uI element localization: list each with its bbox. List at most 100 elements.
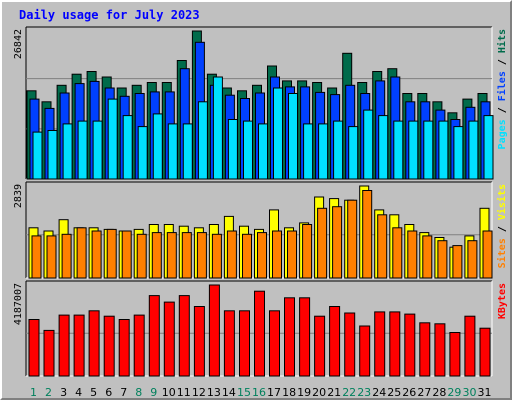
visits-panel-sites-bar-31 [482, 230, 493, 279]
hits-panel-pages-bar-14 [227, 119, 238, 180]
x-tick-label-30: 30 [463, 386, 477, 399]
kbytes-panel-kbytes-bar-29 [449, 332, 461, 377]
x-tick-label-18: 18 [282, 386, 296, 399]
x-tick-label-5: 5 [90, 386, 97, 399]
visits-panel-legend-item: / [497, 226, 508, 238]
x-tick-label-7: 7 [120, 386, 127, 399]
kbytes-panel-kbytes-bar-24 [374, 311, 386, 377]
visits-panel-sites-bar-30 [467, 240, 478, 279]
visits-panel-sites-bar-3 [61, 233, 72, 279]
x-tick-label-4: 4 [75, 386, 82, 399]
hits-panel-legend-item: Hits [496, 29, 508, 59]
visits-panel-sites-bar-7 [121, 230, 132, 279]
kbytes-panel-kbytes-bar-11 [178, 295, 190, 377]
hits-panel-pages-bar-6 [107, 98, 118, 180]
hits-panel-max-label: 26842 [13, 29, 24, 59]
kbytes-panel-kbytes-bar-17 [269, 310, 280, 377]
hits-panel-pages-bar-30 [468, 120, 479, 180]
hits-panel-pages-bar-3 [62, 123, 73, 180]
visits-panel-sites-bar-11 [181, 232, 192, 279]
kbytes-panel-kbytes-bar-5 [88, 310, 100, 377]
kbytes-panel-kbytes-bar-31 [479, 327, 491, 377]
x-tick-label-9: 9 [150, 386, 157, 399]
hits-panel-pages-bar-24 [378, 115, 389, 180]
hits-panel-legend-item: Pages [497, 119, 508, 149]
x-tick-label-6: 6 [105, 386, 112, 399]
hits-panel-pages-bar-5 [92, 120, 103, 180]
visits-panel-sites-bar-2 [46, 235, 57, 279]
visits-panel-sites-bar-24 [377, 214, 388, 279]
kbytes-panel-kbytes-bar-26 [404, 313, 416, 377]
x-tick-label-19: 19 [297, 386, 311, 399]
hits-panel-pages-bar-27 [423, 120, 434, 180]
x-tick-label-14: 14 [222, 386, 236, 399]
visits-panel-legend-item: Sites [496, 238, 508, 268]
x-tick-label-27: 27 [417, 386, 431, 399]
visits-panel-sites-bar-29 [452, 245, 463, 279]
hits-panel-legend-item: Files [496, 71, 508, 107]
visits-panel-sites-bar-18 [287, 230, 297, 279]
kbytes-panel-kbytes-bar-28 [434, 323, 446, 377]
x-tick-label-16: 16 [252, 386, 266, 399]
hits-panel-pages-bar-18 [288, 93, 298, 180]
kbytes-panel-kbytes-bar-2 [43, 329, 55, 377]
hits-panel-pages-bar-23 [363, 109, 374, 180]
kbytes-panel-kbytes-bar-3 [58, 314, 70, 377]
x-tick-label-21: 21 [327, 386, 341, 399]
kbytes-panel-kbytes-bar-6 [103, 315, 115, 377]
x-tick-label-17: 17 [267, 386, 281, 399]
kbytes-panel-kbytes-bar-30 [464, 315, 476, 377]
x-tick-label-10: 10 [162, 386, 176, 399]
visits-panel-sites-bar-28 [437, 240, 448, 279]
kbytes-panel-legend: KBytes [497, 283, 508, 319]
kbytes-panel-kbytes-bar-18 [284, 297, 295, 377]
x-tick-label-29: 29 [447, 386, 461, 399]
kbytes-panel-kbytes-bar-19 [299, 297, 311, 377]
kbytes-panel-kbytes-bar-15 [239, 310, 250, 377]
hits-panel-pages-bar-19 [303, 123, 314, 180]
visits-panel-sites-bar-4 [76, 227, 87, 279]
kbytes-panel-kbytes-bar-8 [133, 314, 145, 377]
visits-panel-legend: Sites / Visits [496, 184, 508, 268]
hits-panel-pages-bar-28 [438, 120, 449, 180]
kbytes-panel-legend-item: KBytes [497, 283, 508, 319]
visits-panel-sites-bar-27 [422, 235, 433, 279]
x-tick-label-1: 1 [30, 386, 37, 399]
x-tick-label-24: 24 [372, 386, 386, 399]
hits-panel-pages-bar-9 [152, 113, 163, 180]
visits-panel-max-label: 2839 [13, 184, 24, 208]
kbytes-panel-kbytes-bar-23 [359, 325, 371, 377]
hits-panel-pages-bar-7 [122, 115, 133, 180]
kbytes-panel-kbytes-bar-10 [163, 301, 175, 377]
hits-panel-pages-bar-25 [393, 120, 404, 180]
hits-panel-pages-bar-22 [348, 126, 359, 180]
visits-panel-sites-bar-21 [332, 206, 343, 279]
kbytes-panel-kbytes-bar-7 [118, 319, 130, 377]
visits-panel-sites-bar-15 [242, 233, 252, 279]
hits-panel-pages-bar-15 [243, 120, 253, 180]
hits-panel-pages-bar-17 [273, 87, 283, 180]
x-tick-label-8: 8 [135, 386, 142, 399]
hits-panel-legend-item: / [497, 107, 508, 119]
visits-panel-sites-bar-26 [407, 230, 418, 279]
kbytes-panel-kbytes-bar-14 [223, 310, 235, 377]
visits-panel-sites-bar-22 [347, 199, 358, 279]
visits-panel-sites-bar-16 [257, 232, 267, 279]
x-tick-label-26: 26 [402, 386, 416, 399]
hits-panel-pages-bar-4 [77, 120, 88, 180]
hits-panel-pages-bar-12 [197, 101, 208, 180]
hits-panel-pages-bar-31 [483, 115, 494, 180]
hits-panel-legend: Pages / Files / Hits [496, 29, 508, 149]
x-tick-label-11: 11 [177, 386, 191, 399]
kbytes-panel-max-label: 4187007 [13, 283, 24, 325]
visits-panel-sites-bar-6 [106, 228, 117, 279]
visits-panel-legend-item: Visits [496, 184, 508, 226]
x-tick-label-13: 13 [207, 386, 221, 399]
x-tick-label-15: 15 [237, 386, 251, 399]
visits-panel-sites-bar-5 [91, 230, 102, 279]
x-tick-label-23: 23 [357, 386, 371, 399]
visits-panel-sites-bar-1 [31, 235, 42, 279]
x-tick-label-2: 2 [45, 386, 52, 399]
kbytes-panel-kbytes-bar-16 [254, 290, 265, 377]
